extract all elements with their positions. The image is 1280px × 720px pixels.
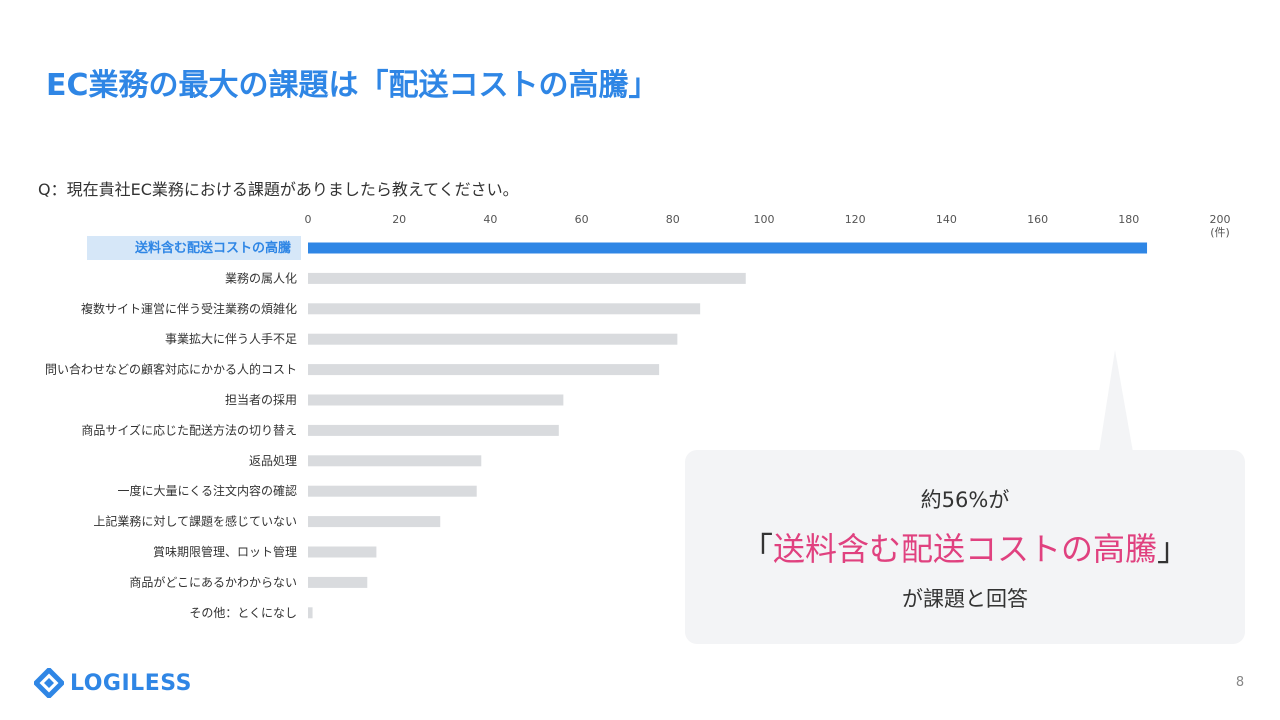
x-tick-label: 60 — [575, 213, 589, 226]
category-label: 上記業務に対して課題を感じていない — [93, 514, 297, 529]
category-label: 複数サイト運営に伴う受注業務の煩雑化 — [81, 301, 297, 316]
bar — [308, 333, 678, 345]
callout-open-bracket: 「 — [740, 530, 773, 568]
bar — [308, 424, 559, 436]
x-tick-label: 120 — [845, 213, 866, 226]
category-label: 賞味期限管理、ロット管理 — [153, 544, 297, 559]
bar — [308, 576, 368, 588]
bar — [308, 272, 746, 284]
logo-text: LOGILESS — [70, 670, 192, 696]
survey-question: Q：現在貴社EC業務における課題がありましたら教えてください。 — [38, 180, 519, 199]
category-label: 担当者の採用 — [225, 393, 297, 407]
x-tick-label: 40 — [483, 213, 497, 226]
highlight-label-bg — [87, 236, 301, 260]
x-tick-label: 180 — [1118, 213, 1139, 226]
logo: LOGILESS — [34, 666, 192, 700]
category-label: 商品がどこにあるかわからない — [129, 574, 297, 589]
callout-close-bracket: 」 — [1157, 530, 1190, 568]
category-label: その他：とくになし — [189, 606, 297, 620]
x-unit-label: (件) — [1210, 226, 1230, 239]
x-tick-label: 160 — [1027, 213, 1048, 226]
bar — [308, 394, 564, 406]
category-label: 事業拡大に伴う人手不足 — [165, 332, 297, 346]
bar — [308, 546, 377, 558]
x-tick-label: 0 — [305, 213, 312, 226]
page-number: 8 — [1235, 675, 1245, 690]
x-tick-label: 20 — [392, 213, 406, 226]
callout-accent-text: 送料含む配送コストの高騰 — [772, 530, 1157, 568]
bar — [308, 364, 660, 376]
x-tick-label: 200 — [1210, 213, 1231, 226]
category-label: 返品処理 — [249, 454, 297, 468]
callout-line2: 「送料含む配送コストの高騰」 — [685, 524, 1245, 570]
category-label: 商品サイズに応じた配送方法の切り替え — [81, 422, 297, 437]
callout-line1: 約56%が — [920, 488, 1010, 512]
bar — [308, 607, 313, 619]
category-label: 送料含む配送コストの高騰 — [134, 240, 291, 256]
category-label: 一度に大量にくる注文内容の確認 — [117, 483, 297, 498]
bar — [308, 455, 482, 467]
x-tick-label: 100 — [754, 213, 775, 226]
x-tick-label: 140 — [936, 213, 957, 226]
bar-highlight — [308, 242, 1148, 254]
bar — [308, 303, 701, 315]
diamond-logo-icon — [34, 668, 64, 698]
bar — [308, 485, 477, 497]
category-label: 問い合わせなどの顧客対応にかかる人的コスト — [45, 362, 297, 377]
page-title: EC業務の最大の課題は「配送コストの高騰」 — [46, 68, 659, 103]
category-label: 業務の属人化 — [225, 271, 297, 285]
bar-chart: 0 20 40 60 80 100 120 140 160 180 200(件) 送料含む配送コストの… — [45, 213, 1231, 620]
x-tick-label: 80 — [666, 213, 680, 226]
callout-line3: が課題と回答 — [902, 587, 1028, 611]
callout-box — [685, 450, 1245, 644]
bar — [308, 516, 441, 528]
